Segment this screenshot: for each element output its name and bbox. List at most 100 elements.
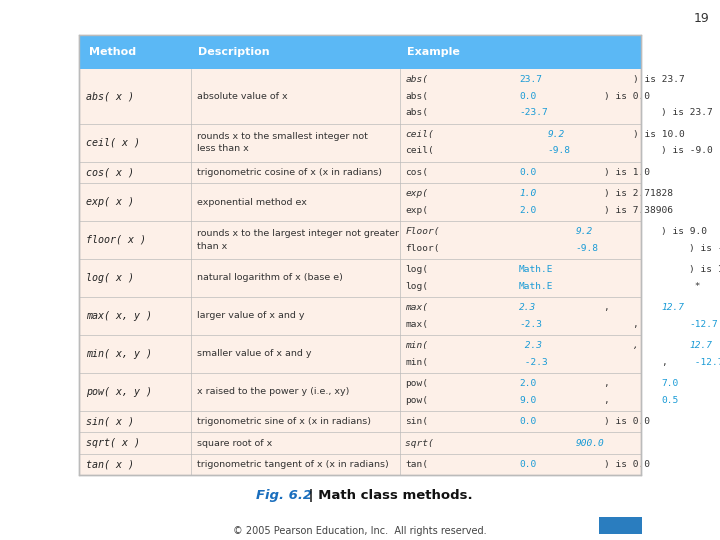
Text: trigonometric sine of x (x in radians): trigonometric sine of x (x in radians) bbox=[197, 417, 371, 426]
Text: ) is 23.7: ) is 23.7 bbox=[661, 109, 713, 117]
Text: ) is 0.0: ) is 0.0 bbox=[604, 92, 650, 101]
Text: square root of x: square root of x bbox=[197, 438, 272, 448]
Text: 0.0: 0.0 bbox=[519, 92, 536, 101]
Text: exponential method ex: exponential method ex bbox=[197, 198, 307, 206]
Text: ) is -9.0: ) is -9.0 bbox=[661, 146, 713, 156]
FancyBboxPatch shape bbox=[621, 517, 642, 534]
Text: exp( x ): exp( x ) bbox=[86, 197, 134, 207]
Text: -23.7: -23.7 bbox=[519, 109, 548, 117]
Text: ceil(: ceil( bbox=[405, 146, 434, 156]
Text: sin(: sin( bbox=[405, 417, 428, 426]
Text: -9.8: -9.8 bbox=[547, 146, 570, 156]
Text: ) is 23.7: ) is 23.7 bbox=[633, 76, 684, 84]
Text: ,: , bbox=[604, 396, 616, 404]
Text: ceil( x ): ceil( x ) bbox=[86, 138, 140, 147]
Text: ,: , bbox=[604, 303, 616, 312]
Text: ) is 1.0: ) is 1.0 bbox=[604, 168, 650, 177]
Text: floor( x ): floor( x ) bbox=[86, 235, 145, 245]
Text: | Math class methods.: | Math class methods. bbox=[304, 489, 472, 502]
Text: Math.E: Math.E bbox=[519, 265, 554, 274]
Text: *: * bbox=[689, 282, 706, 291]
Text: cos(: cos( bbox=[405, 168, 428, 177]
Text: trigonometric cosine of x (x in radians): trigonometric cosine of x (x in radians) bbox=[197, 168, 382, 177]
Text: pow(: pow( bbox=[405, 379, 428, 388]
Text: 19: 19 bbox=[693, 12, 709, 25]
Text: sqrt(: sqrt( bbox=[405, 438, 440, 448]
Text: abs( x ): abs( x ) bbox=[86, 91, 134, 102]
Text: ) is 0.0: ) is 0.0 bbox=[604, 460, 650, 469]
Text: 9.2: 9.2 bbox=[547, 130, 564, 139]
Text: 12.7: 12.7 bbox=[661, 303, 684, 312]
Text: trigonometric tangent of x (x in radians): trigonometric tangent of x (x in radians… bbox=[197, 460, 388, 469]
Text: -2.3: -2.3 bbox=[519, 320, 542, 329]
Text: ,: , bbox=[633, 320, 644, 329]
Text: ) is 30.0: ) is 30.0 bbox=[718, 438, 720, 448]
Text: max(: max( bbox=[405, 320, 428, 329]
Text: Example: Example bbox=[407, 47, 459, 57]
Text: 0.0: 0.0 bbox=[519, 168, 536, 177]
Text: 0.0: 0.0 bbox=[519, 417, 536, 426]
Text: -12.7: -12.7 bbox=[689, 357, 720, 367]
Text: 2.0: 2.0 bbox=[519, 379, 536, 388]
Text: ►: ► bbox=[627, 521, 636, 530]
Text: 1.0: 1.0 bbox=[519, 189, 536, 198]
Text: rounds x to the largest integer not greater
than x: rounds x to the largest integer not grea… bbox=[197, 229, 399, 251]
Text: absolute value of x: absolute value of x bbox=[197, 92, 287, 101]
Text: log(: log( bbox=[405, 265, 428, 274]
Text: larger value of x and y: larger value of x and y bbox=[197, 312, 304, 320]
Text: 2.3: 2.3 bbox=[519, 341, 542, 350]
Text: 12.7: 12.7 bbox=[689, 341, 712, 350]
Text: © 2005 Pearson Education, Inc.  All rights reserved.: © 2005 Pearson Education, Inc. All right… bbox=[233, 526, 487, 536]
Text: ) is 0.0: ) is 0.0 bbox=[604, 417, 650, 426]
Text: x raised to the power y (i.e., xy): x raised to the power y (i.e., xy) bbox=[197, 387, 349, 396]
Text: abs(: abs( bbox=[405, 92, 428, 101]
Text: max(: max( bbox=[405, 303, 428, 312]
Text: Method: Method bbox=[89, 47, 135, 57]
Text: max( x, y ): max( x, y ) bbox=[86, 311, 152, 321]
Text: cos( x ): cos( x ) bbox=[86, 167, 134, 177]
Text: -2.3: -2.3 bbox=[519, 357, 548, 367]
Text: 900.0: 900.0 bbox=[576, 438, 605, 448]
Text: exp(: exp( bbox=[405, 189, 428, 198]
Text: ) is 2.71828: ) is 2.71828 bbox=[604, 189, 673, 198]
FancyBboxPatch shape bbox=[79, 35, 641, 475]
Text: min(: min( bbox=[405, 341, 428, 350]
Text: floor(: floor( bbox=[405, 244, 440, 253]
Text: Description: Description bbox=[198, 47, 269, 57]
Text: -9.8: -9.8 bbox=[576, 244, 599, 253]
Text: min(: min( bbox=[405, 357, 428, 367]
Text: ◄: ◄ bbox=[606, 521, 614, 530]
Text: ,: , bbox=[604, 379, 616, 388]
Text: 9.0: 9.0 bbox=[519, 396, 536, 404]
Text: Floor(: Floor( bbox=[405, 227, 440, 236]
Text: pow( x, y ): pow( x, y ) bbox=[86, 387, 152, 397]
Text: tan(: tan( bbox=[405, 460, 428, 469]
Text: 0.5: 0.5 bbox=[661, 396, 678, 404]
Text: Fig. 6.2: Fig. 6.2 bbox=[256, 489, 312, 502]
Text: 9.2: 9.2 bbox=[576, 227, 593, 236]
Text: log( x ): log( x ) bbox=[86, 273, 134, 283]
Text: natural logarithm of x (base e): natural logarithm of x (base e) bbox=[197, 273, 343, 282]
Text: ) is 9.0: ) is 9.0 bbox=[661, 227, 707, 236]
Text: ) is 1.0: ) is 1.0 bbox=[689, 265, 720, 274]
FancyBboxPatch shape bbox=[79, 35, 641, 69]
Text: 2.0: 2.0 bbox=[519, 206, 536, 215]
Text: abs(: abs( bbox=[405, 109, 428, 117]
Text: ) is -10.0: ) is -10.0 bbox=[689, 244, 720, 253]
Text: ,: , bbox=[633, 341, 644, 350]
Text: ,: , bbox=[661, 357, 667, 367]
Text: pow(: pow( bbox=[405, 396, 428, 404]
Text: ) is 7.38906: ) is 7.38906 bbox=[604, 206, 673, 215]
Text: 7.0: 7.0 bbox=[661, 379, 678, 388]
Text: exp(: exp( bbox=[405, 206, 428, 215]
Text: sqrt( x ): sqrt( x ) bbox=[86, 438, 140, 448]
Text: 0.0: 0.0 bbox=[519, 460, 536, 469]
Text: Math.E: Math.E bbox=[519, 282, 554, 291]
FancyBboxPatch shape bbox=[599, 517, 621, 534]
Text: ceil(: ceil( bbox=[405, 130, 434, 139]
Text: sin( x ): sin( x ) bbox=[86, 416, 134, 427]
Text: 23.7: 23.7 bbox=[519, 76, 542, 84]
Text: smaller value of x and y: smaller value of x and y bbox=[197, 349, 311, 359]
Text: 2.3: 2.3 bbox=[519, 303, 536, 312]
Text: min( x, y ): min( x, y ) bbox=[86, 349, 152, 359]
